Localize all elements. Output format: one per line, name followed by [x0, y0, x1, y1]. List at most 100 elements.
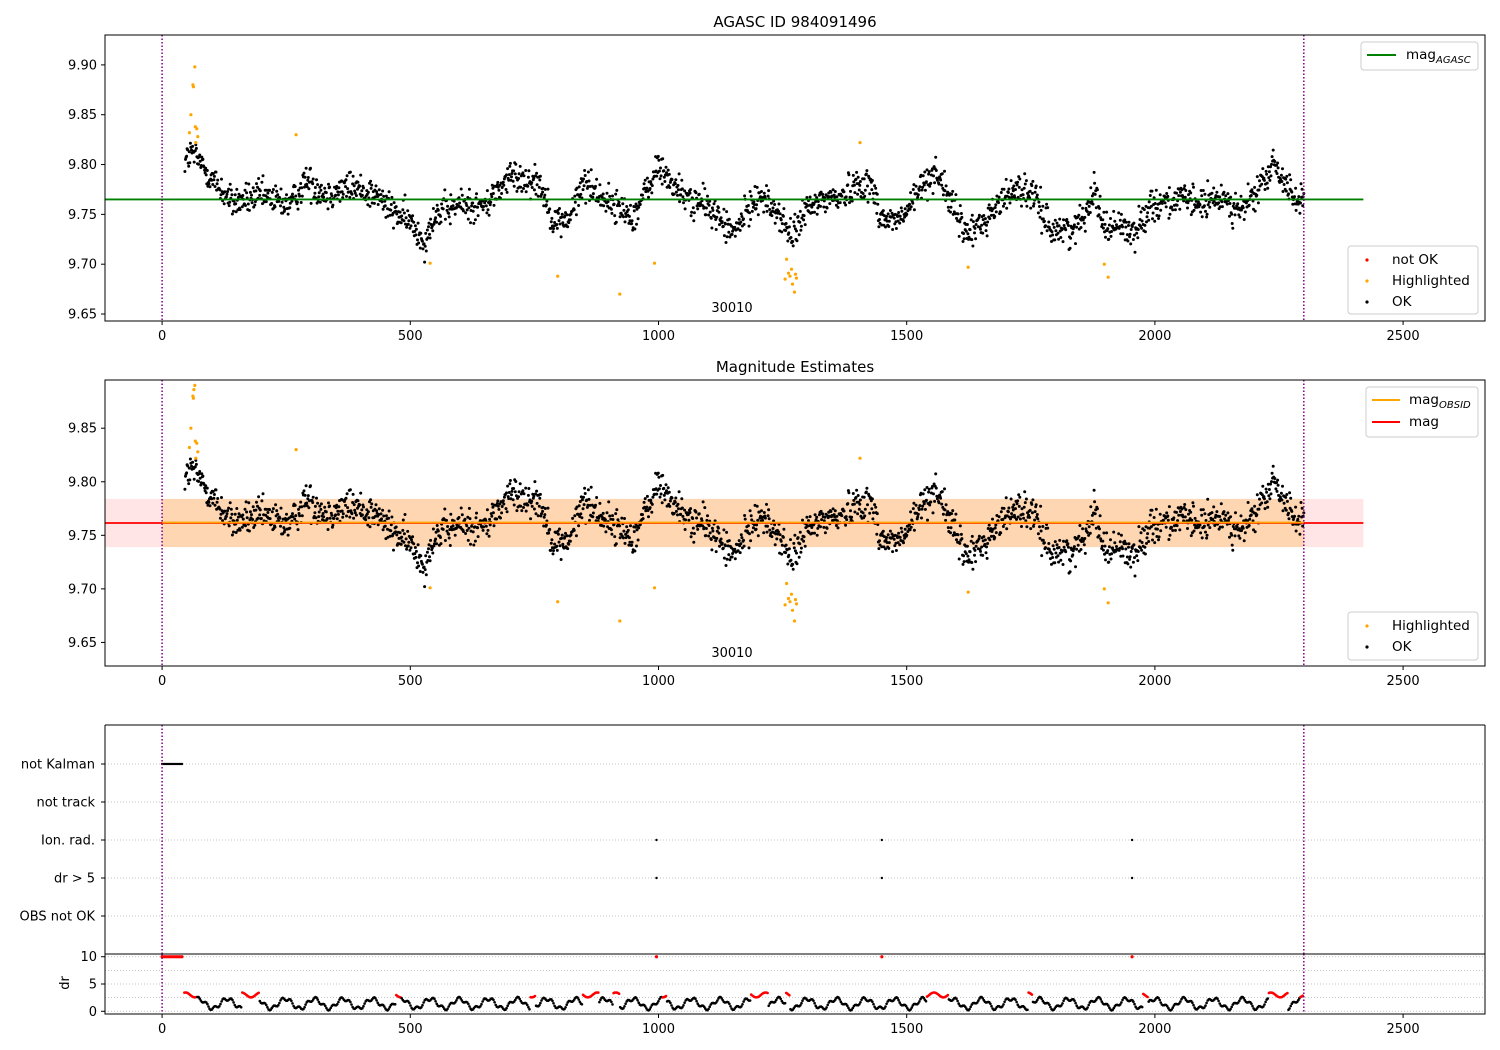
ok-point	[618, 204, 622, 208]
ok-point	[932, 174, 935, 178]
agasc-plot-area	[105, 35, 1364, 321]
ok-point	[536, 194, 540, 198]
ok-point	[872, 191, 875, 195]
ok-point	[706, 514, 709, 518]
ok-point	[628, 540, 632, 544]
highlighted-point	[783, 603, 787, 607]
ok-point	[412, 542, 416, 546]
highlighted-point	[1106, 275, 1110, 279]
ok-point	[715, 215, 719, 219]
ok-point	[1032, 202, 1036, 206]
ok-point	[1280, 498, 1284, 502]
ok-point	[933, 499, 937, 503]
ok-point	[1133, 250, 1137, 254]
ok-point	[929, 181, 933, 185]
ok-point	[1143, 230, 1147, 234]
ok-point	[427, 547, 430, 551]
ok-point	[218, 507, 222, 511]
dr-point	[682, 1004, 685, 1007]
ok-point	[227, 204, 231, 208]
ok-point	[905, 212, 909, 216]
ok-point	[628, 219, 632, 223]
ok-point	[765, 209, 769, 213]
ok-point	[898, 535, 902, 539]
ok-point	[521, 171, 525, 175]
dr-point	[514, 998, 517, 1002]
ok-point	[1287, 517, 1291, 521]
ok-point	[1072, 223, 1076, 227]
ok-point	[586, 488, 590, 492]
ok-point	[282, 526, 286, 530]
ok-point	[1150, 508, 1154, 512]
ok-point	[258, 189, 262, 193]
ok-point	[1287, 192, 1290, 196]
ok-point	[1057, 224, 1061, 228]
ok-point	[747, 546, 751, 550]
ok-point	[530, 181, 534, 185]
ok-point	[951, 509, 955, 513]
ok-point	[246, 202, 250, 206]
ok-point	[1101, 218, 1105, 222]
ok-point	[1021, 512, 1025, 516]
ok-point	[1223, 517, 1227, 521]
ok-point	[994, 523, 998, 527]
ok-point	[1030, 511, 1034, 515]
dr-point	[455, 999, 458, 1002]
ok-point	[642, 182, 646, 186]
ok-point	[940, 183, 944, 187]
ok-point	[1243, 210, 1247, 214]
ok-point	[1287, 511, 1290, 515]
ok-point	[748, 211, 751, 215]
ok-point	[765, 502, 768, 506]
ok-point	[982, 214, 986, 217]
ok-point	[1038, 525, 1041, 529]
ok-point	[243, 507, 247, 511]
ok-point	[971, 220, 975, 224]
ok-point	[244, 181, 248, 185]
ok-point	[927, 490, 931, 494]
ok-point	[1247, 203, 1251, 207]
ok-point	[610, 532, 614, 536]
ok-point	[1040, 231, 1044, 235]
ok-point	[589, 485, 593, 489]
ok-point	[925, 168, 929, 172]
ok-point	[445, 208, 449, 212]
ok-point	[979, 227, 982, 231]
ok-point	[323, 505, 327, 509]
ok-point	[1015, 517, 1018, 521]
ok-point	[447, 211, 451, 215]
ok-point	[1052, 225, 1056, 229]
ok-point	[542, 196, 546, 200]
ok-point	[1206, 203, 1210, 207]
ok-point	[439, 220, 443, 224]
x-tick-label: 1500	[890, 674, 923, 689]
ok-point	[1291, 202, 1295, 206]
ok-point	[229, 516, 233, 520]
ok-point	[240, 205, 244, 209]
ok-point	[1093, 512, 1097, 516]
dr-point	[393, 1003, 397, 1006]
ok-point	[1124, 220, 1128, 224]
ok-point	[906, 530, 910, 533]
ok-point	[293, 503, 297, 507]
dr-point	[434, 1000, 437, 1003]
ok-point	[842, 190, 846, 194]
ok-point	[760, 509, 763, 513]
ok-point	[863, 188, 867, 192]
estimates-panel-title: Magnitude Estimates	[716, 358, 874, 376]
ok-point	[611, 194, 614, 198]
ok-point	[737, 217, 741, 221]
ok-point	[403, 513, 407, 516]
ok-point	[1113, 541, 1117, 545]
ok-point	[1121, 547, 1124, 551]
ok-point	[782, 527, 786, 531]
ok-point	[353, 511, 357, 515]
ok-point	[313, 504, 317, 508]
ok-point	[1208, 526, 1212, 530]
dr-point	[896, 996, 899, 1000]
ok-point	[520, 509, 524, 513]
ok-point	[695, 204, 699, 208]
ok-point	[724, 222, 727, 226]
ok-point	[522, 506, 525, 509]
ok-point	[358, 184, 362, 188]
